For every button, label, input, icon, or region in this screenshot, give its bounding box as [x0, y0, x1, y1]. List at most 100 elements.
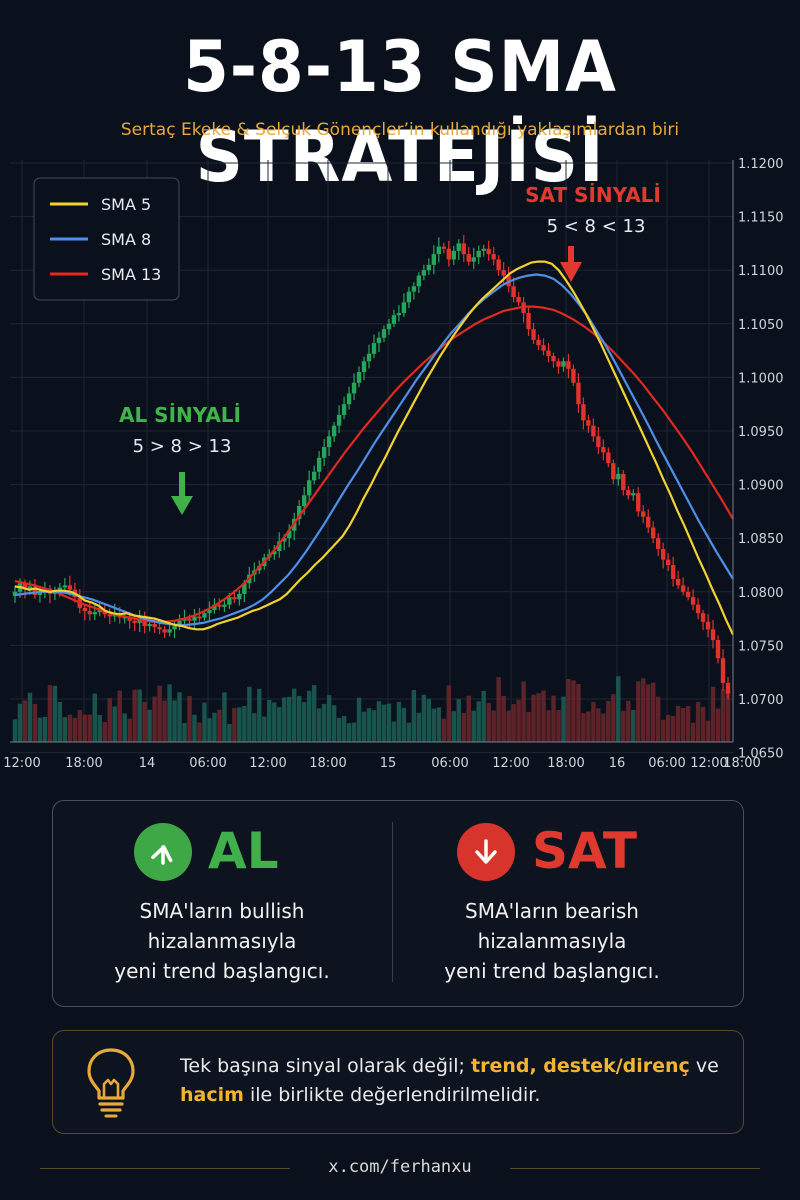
- volume-bar: [695, 702, 701, 742]
- volume-bar: [341, 715, 347, 742]
- volume-bar: [436, 707, 442, 742]
- candle-body: [321, 447, 327, 458]
- candle-body: [137, 619, 142, 623]
- candle-body: [326, 436, 332, 448]
- candle-body: [376, 337, 382, 344]
- candle-body: [541, 345, 546, 351]
- buy-signal-rule: 5 > 8 > 13: [133, 436, 232, 457]
- volume-bar: [725, 692, 731, 742]
- y-tick-label: 1.0800: [738, 586, 784, 601]
- volume-bar: [720, 689, 726, 742]
- candle-body: [611, 463, 616, 480]
- volume-bar: [401, 707, 407, 742]
- candle-body: [157, 627, 162, 630]
- volume-bar: [506, 710, 511, 742]
- buy-card-description: SMA'ların bullish hizalanmasıyla yeni tr…: [72, 896, 372, 986]
- volume-bar: [122, 713, 127, 742]
- volume-bar: [481, 690, 486, 742]
- volume-bar: [112, 706, 117, 742]
- volume-bar: [551, 695, 556, 742]
- volume-bar: [72, 717, 78, 742]
- candle-body: [316, 457, 322, 472]
- buy-signal-label: AL SİNYALİ: [119, 403, 241, 427]
- arrow-down-green-icon: [171, 472, 193, 515]
- candle-body: [526, 313, 531, 330]
- volume-bar: [546, 710, 551, 742]
- volume-bar: [321, 703, 327, 742]
- volume-bar: [272, 702, 277, 742]
- volume-bar: [566, 679, 571, 742]
- candle-body: [461, 243, 466, 255]
- candle-body: [87, 611, 92, 615]
- volume-bar: [576, 683, 581, 742]
- volume-bar: [257, 688, 262, 742]
- candle-body: [725, 682, 731, 694]
- volume-bar: [416, 712, 422, 742]
- candle-body: [167, 629, 172, 633]
- candle-body: [571, 368, 576, 383]
- volume-bar: [680, 708, 686, 742]
- volume-bar: [326, 695, 332, 742]
- volume-bars: [12, 676, 731, 742]
- candle-body: [675, 578, 681, 586]
- volume-bar: [62, 717, 68, 742]
- volume-bar: [641, 678, 646, 742]
- x-tick-label: 12:00: [492, 756, 529, 771]
- volume-bar: [57, 701, 63, 742]
- candle-body: [421, 270, 427, 276]
- volume-bar: [197, 722, 202, 742]
- footer-handle: x.com/ferhanxu: [328, 1157, 472, 1177]
- candlesticks: [12, 235, 731, 700]
- volume-bar: [12, 719, 18, 742]
- candle-body: [361, 361, 367, 373]
- volume-bar: [182, 723, 187, 742]
- candle-body: [351, 382, 357, 394]
- candle-body: [646, 516, 651, 528]
- volume-bar: [142, 701, 147, 742]
- note-highlight-1: trend, destek/direnç: [471, 1055, 690, 1077]
- candle-body: [586, 420, 591, 426]
- volume-bar: [127, 718, 132, 742]
- volume-bar: [471, 710, 476, 742]
- candle-body: [436, 246, 442, 255]
- candle-body: [431, 254, 437, 265]
- arrow-down-red-icon: [560, 246, 582, 282]
- candle-body: [720, 658, 726, 683]
- candle-body: [82, 607, 88, 612]
- candle-body: [486, 248, 491, 255]
- candle-body: [62, 585, 68, 588]
- x-tick-label: 18:00: [65, 756, 102, 771]
- note-part-1: Tek başına sinyal olarak değil;: [180, 1055, 471, 1077]
- volume-bar: [461, 712, 466, 742]
- note-card: [52, 1030, 744, 1134]
- volume-bar: [441, 718, 446, 742]
- candle-body: [132, 620, 137, 623]
- candle-body: [97, 610, 102, 613]
- x-tick-label: 15: [380, 756, 397, 771]
- volume-bar: [456, 699, 461, 742]
- volume-bar: [685, 705, 691, 742]
- candle-body: [217, 604, 222, 607]
- page-subtitle: Sertaç Ekeke & Selçuk Gönençler’in kulla…: [120, 120, 680, 140]
- volume-bar: [476, 701, 481, 742]
- x-tick-label: 12:00: [249, 756, 286, 771]
- candle-body: [311, 471, 317, 481]
- note-part-2: ve: [689, 1055, 719, 1077]
- volume-bar: [82, 714, 88, 742]
- x-tick-label: 06:00: [189, 756, 226, 771]
- candle-body: [501, 270, 506, 276]
- volume-bar: [232, 707, 237, 742]
- candle-body: [242, 583, 247, 594]
- candle-body: [366, 353, 372, 362]
- volume-bar: [27, 692, 33, 742]
- sell-signal-rule: 5 < 8 < 13: [547, 216, 646, 237]
- volume-bar: [536, 693, 541, 742]
- candle-body: [566, 361, 571, 369]
- volume-bar: [606, 700, 611, 742]
- volume-bar: [207, 718, 212, 742]
- candle-body: [670, 565, 676, 579]
- volume-bar: [710, 686, 716, 742]
- volume-bar: [421, 694, 427, 742]
- candle-body: [710, 629, 716, 641]
- volume-bar: [292, 688, 297, 742]
